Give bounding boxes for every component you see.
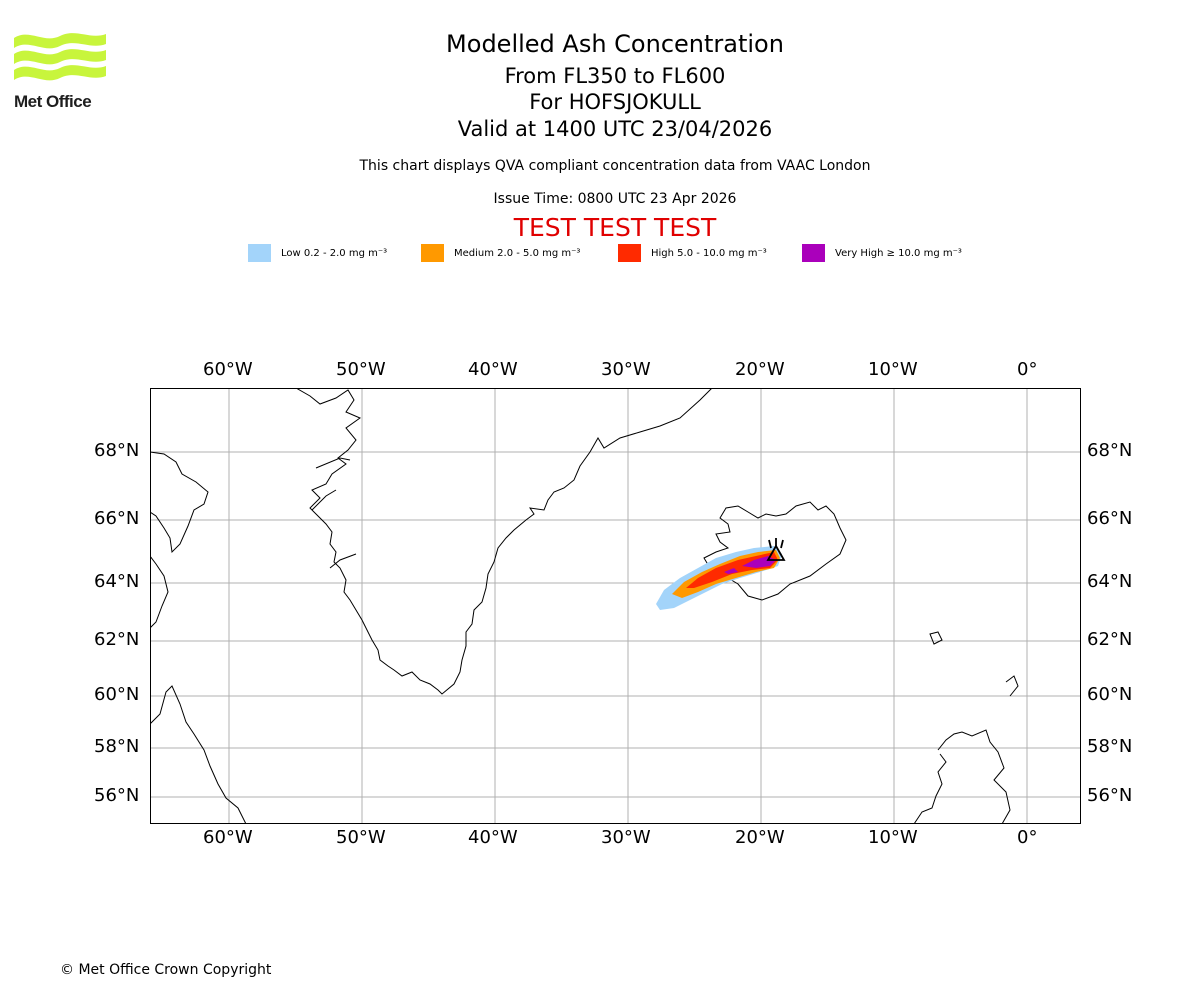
lon-label-top-0: 0° [1017,359,1038,380]
legend-very-high: Very High ≥ 10.0 mg m⁻³ [802,244,962,262]
greenland-fjord-3 [315,457,351,469]
lat-label-right-64n: 64°N [1087,571,1133,592]
lat-label-right-62n: 62°N [1087,629,1133,650]
legend-swatch-high [618,244,641,262]
lat-label-left-60n: 60°N [94,684,140,705]
logo-text: Met Office [14,92,92,111]
chart-title: Modelled Ash Concentration [446,30,784,58]
legend-high: High 5.0 - 10.0 mg m⁻³ [618,244,767,262]
legend-label-medium: Medium 2.0 - 5.0 mg m⁻³ [454,247,581,259]
legend-label-high: High 5.0 - 10.0 mg m⁻³ [651,247,767,259]
lon-label-top-60w: 60°W [203,359,253,380]
plume-very-high [742,556,776,568]
lon-label-top-40w: 40°W [468,359,518,380]
legend-label-low: Low 0.2 - 2.0 mg m⁻³ [281,247,388,259]
copyright: © Met Office Crown Copyright [60,962,272,978]
faroe-islands [929,631,943,645]
lon-label-top-20w: 20°W [735,359,785,380]
lat-label-left-66n: 66°N [94,508,140,529]
lat-label-right-60n: 60°N [1087,684,1133,705]
test-banner: TEST TEST TEST [513,213,717,242]
lon-label-top-10w: 10°W [868,359,918,380]
met-office-logo [14,30,106,90]
lon-label-bottom-10w: 10°W [868,827,918,848]
lat-label-right-56n: 56°N [1087,785,1133,806]
compliance-note: This chart displays QVA compliant concen… [359,158,871,174]
lon-label-bottom-40w: 40°W [468,827,518,848]
lon-label-bottom-30w: 30°W [601,827,651,848]
plume-very-high-core [724,568,738,574]
iceland-coast [703,501,847,601]
legend-medium: Medium 2.0 - 5.0 mg m⁻³ [421,244,580,262]
lon-label-bottom-50w: 50°W [336,827,386,848]
legend-swatch-very-high [802,244,825,262]
met-office-waves-icon [14,33,106,81]
lon-label-bottom-0: 0° [1017,827,1038,848]
flight-levels: From FL350 to FL600 [504,64,726,88]
greenland-fjord-2 [329,553,357,569]
lat-label-right-58n: 58°N [1087,736,1133,757]
greenland-coast [295,388,713,695]
lon-label-top-30w: 30°W [601,359,651,380]
lon-label-bottom-20w: 20°W [735,827,785,848]
valid-time: Valid at 1400 UTC 23/04/2026 [457,117,773,141]
lat-label-left-64n: 64°N [94,571,140,592]
lat-label-left-56n: 56°N [94,785,140,806]
lon-label-top-50w: 50°W [336,359,386,380]
labrador-coast [150,555,169,629]
ash-plume [656,546,782,610]
baffin-coast [150,451,209,554]
coastlines [150,388,1019,824]
ash-map [150,388,1081,824]
legend-low: Low 0.2 - 2.0 mg m⁻³ [248,244,387,262]
greenland-fjord-1 [311,489,337,511]
lat-label-left-62n: 62°N [94,629,140,650]
lat-label-left-58n: 58°N [94,736,140,757]
legend-label-very-high: Very High ≥ 10.0 mg m⁻³ [835,247,962,259]
lat-label-left-68n: 68°N [94,440,140,461]
volcano-name: For HOFSJOKULL [529,90,701,114]
map-gridlines [150,388,1081,824]
shetland-islands [1005,675,1019,697]
labrador-coast-2 [150,685,247,824]
lat-label-right-66n: 66°N [1087,508,1133,529]
volcano-icon [766,538,786,561]
map-frame [150,388,1081,824]
issue-time: Issue Time: 0800 UTC 23 Apr 2026 [493,191,737,207]
legend-swatch-medium [421,244,444,262]
scotland-coast [913,729,1011,824]
lon-label-bottom-60w: 60°W [203,827,253,848]
legend-swatch-low [248,244,271,262]
lat-label-right-68n: 68°N [1087,440,1133,461]
